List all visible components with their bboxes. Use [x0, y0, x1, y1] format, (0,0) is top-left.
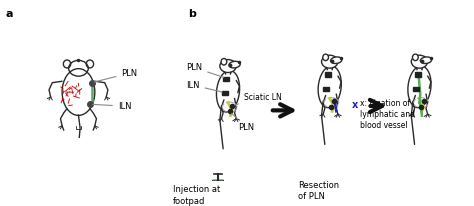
Ellipse shape — [420, 57, 432, 63]
Text: PLN: PLN — [94, 69, 137, 82]
Bar — [223, 77, 229, 81]
Text: b: b — [188, 9, 196, 20]
FancyBboxPatch shape — [212, 180, 224, 206]
Ellipse shape — [221, 59, 227, 65]
Bar — [415, 72, 421, 77]
Ellipse shape — [220, 60, 236, 73]
Text: x: Ligation of
lymphatic and
blood vessel: x: Ligation of lymphatic and blood vesse… — [360, 99, 415, 130]
Text: Injection at
footpad: Injection at footpad — [173, 185, 220, 206]
Ellipse shape — [321, 55, 338, 68]
Bar — [323, 87, 329, 91]
Ellipse shape — [412, 54, 418, 61]
Ellipse shape — [323, 54, 328, 61]
Ellipse shape — [318, 66, 341, 108]
Text: Resection
of PLN: Resection of PLN — [298, 180, 339, 201]
Bar — [222, 91, 228, 95]
Text: x: x — [352, 100, 358, 110]
Ellipse shape — [217, 70, 240, 112]
Ellipse shape — [229, 61, 240, 68]
Ellipse shape — [408, 66, 431, 108]
Ellipse shape — [330, 57, 342, 63]
Text: a: a — [6, 9, 13, 20]
Text: Sciatic LN: Sciatic LN — [235, 93, 282, 105]
Text: ILN: ILN — [93, 102, 131, 111]
Text: PLN: PLN — [232, 113, 254, 132]
Ellipse shape — [411, 55, 428, 68]
Bar — [325, 72, 331, 77]
Text: ILN: ILN — [186, 81, 222, 92]
Bar — [413, 87, 419, 91]
Text: PLN: PLN — [186, 63, 224, 77]
